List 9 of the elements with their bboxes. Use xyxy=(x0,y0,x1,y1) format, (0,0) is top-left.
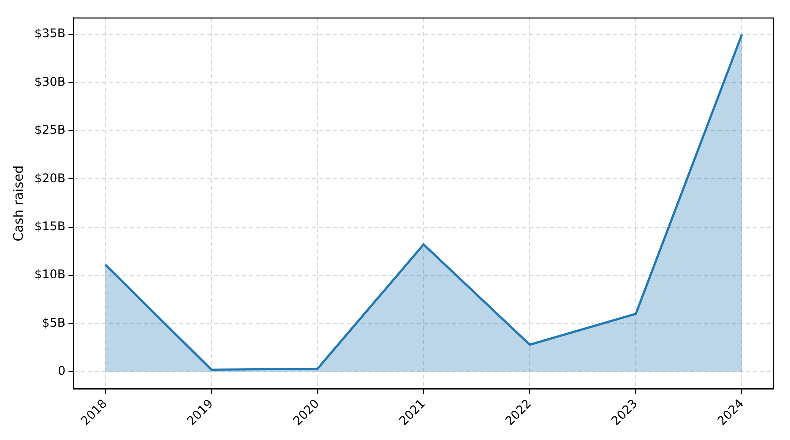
y-tick-label: $10B xyxy=(34,268,66,282)
y-tick-label: $5B xyxy=(42,316,66,330)
y-tick-label: $35B xyxy=(34,26,66,41)
y-tick-label: $25B xyxy=(34,123,66,138)
y-tick-label: $30B xyxy=(34,74,66,89)
y-axis-title: Cash raised xyxy=(12,166,28,242)
y-tick-label: $15B xyxy=(34,219,66,234)
y-tick-label: $20B xyxy=(34,171,66,186)
y-tick-label: 0 xyxy=(58,364,66,378)
